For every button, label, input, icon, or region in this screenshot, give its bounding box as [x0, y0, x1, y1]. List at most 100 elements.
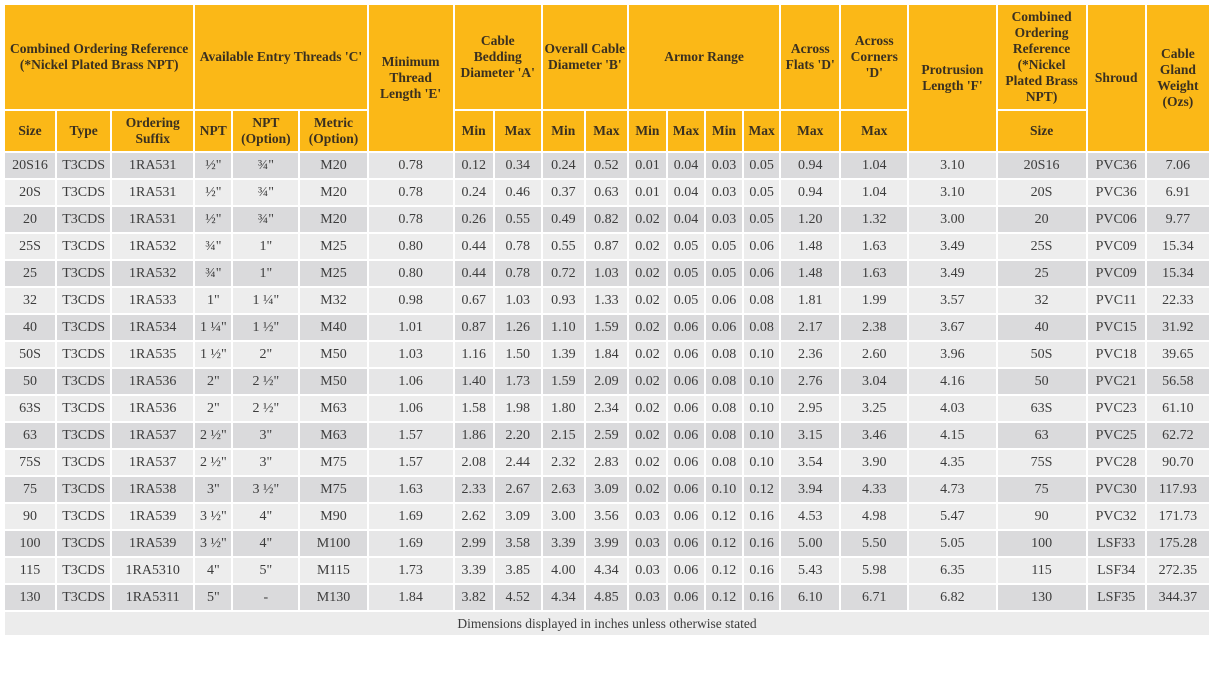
subheader-npt-option: NPT (Option) [231, 109, 301, 153]
table-cell: 0.78 [366, 178, 455, 207]
table-cell: 0.03 [626, 529, 668, 558]
table-cell: 3" [231, 448, 301, 477]
table-cell: 0.02 [626, 448, 668, 477]
table-cell: 1.81 [779, 286, 842, 315]
header-weight: Cable Gland Weight (Ozs) [1144, 3, 1212, 153]
table-cell: 2" [231, 340, 301, 369]
table-cell: 3" [193, 475, 234, 504]
table-cell: 1.63 [839, 259, 910, 288]
table-row: 25 T3CDS 1RA532 ¾" 1" M25 0.80 0.44 0.78 0.72 1.03… [2, 259, 1212, 288]
table-cell: 2.32 [540, 448, 586, 477]
table-cell: 0.06 [665, 367, 707, 396]
table-cell: M32 [298, 286, 369, 315]
table-cell: 7.06 [1144, 151, 1212, 180]
table-cell: LSF33 [1085, 529, 1147, 558]
table-cell: 1.99 [839, 286, 910, 315]
table-cell: 0.06 [665, 340, 707, 369]
table-cell: PVC21 [1085, 367, 1147, 396]
table-cell: T3CDS [55, 421, 113, 450]
cable-gland-spec-table: Combined Ordering Reference (*Nickel Pla… [2, 3, 1212, 637]
table-cell: T3CDS [55, 340, 113, 369]
table-cell: 5.00 [779, 529, 842, 558]
table-cell: 1RA531 [110, 205, 196, 234]
table-cell: 3.10 [907, 151, 998, 180]
header-min-thread: Minimum Thread Length 'E' [366, 3, 455, 153]
table-cell: PVC09 [1085, 259, 1147, 288]
table-cell: 2.08 [452, 448, 495, 477]
table-cell: 2.76 [779, 367, 842, 396]
table-cell: 61.10 [1144, 394, 1212, 423]
table-cell: 0.10 [742, 394, 782, 423]
table-cell: M115 [298, 556, 369, 585]
table-body: 20S16 T3CDS 1RA531 ½" ¾" M20 0.78 0.12 0.34 0.24 0… [2, 151, 1212, 612]
table-cell: 4.00 [540, 556, 586, 585]
table-cell: 0.02 [626, 232, 668, 261]
table-cell: 2.63 [540, 475, 586, 504]
table-cell: 0.02 [626, 340, 668, 369]
table-cell: M75 [298, 448, 369, 477]
table-cell: 0.12 [704, 502, 745, 531]
table-cell: 4.85 [583, 583, 629, 612]
table-row: 115 T3CDS 1RA5310 4" 5" M115 1.73 3.39 3.85 4.00 4… [2, 556, 1212, 585]
table-cell: 0.04 [665, 151, 707, 180]
subheader-max: Max [492, 109, 543, 153]
table-cell: 1 ¼" [193, 313, 234, 342]
table-cell: 0.80 [366, 232, 455, 261]
table-cell: 3 ½" [231, 475, 301, 504]
table-cell: 0.78 [366, 205, 455, 234]
subheader-type: Type [55, 109, 113, 153]
table-cell: M25 [298, 232, 369, 261]
table-cell: 1RA5311 [110, 583, 196, 612]
header-armor-range: Armor Range [626, 3, 782, 111]
table-cell: 1RA531 [110, 178, 196, 207]
table-cell: 90.70 [1144, 448, 1212, 477]
table-cell: 9.77 [1144, 205, 1212, 234]
table-cell: 62.72 [1144, 421, 1212, 450]
table-cell: 63S [2, 394, 58, 423]
table-cell: 90 [2, 502, 58, 531]
table-cell: 2.59 [583, 421, 629, 450]
table-cell: 25 [2, 259, 58, 288]
table-cell: 1.69 [366, 502, 455, 531]
table-cell: 4.33 [839, 475, 910, 504]
table-cell: 4.16 [907, 367, 998, 396]
table-cell: T3CDS [55, 367, 113, 396]
header-combined-ordering: Combined Ordering Reference (*Nickel Pla… [2, 3, 196, 111]
table-cell: 1.04 [839, 178, 910, 207]
table-cell: 0.06 [665, 313, 707, 342]
table-cell: 1RA537 [110, 421, 196, 450]
table-cell: 0.08 [742, 313, 782, 342]
table-cell: 0.05 [742, 178, 782, 207]
header-cable-bedding: Cable Bedding Diameter 'A' [452, 3, 543, 111]
table-cell: 3.15 [779, 421, 842, 450]
table-row: 50S T3CDS 1RA535 1 ½" 2" M50 1.03 1.16 1.50 1.39 1… [2, 340, 1212, 369]
table-cell: T3CDS [55, 178, 113, 207]
table-cell: 0.08 [742, 286, 782, 315]
table-cell: 4" [231, 529, 301, 558]
table-cell: 0.06 [665, 556, 707, 585]
table-cell: 2.44 [492, 448, 543, 477]
table-cell: 4.03 [907, 394, 998, 423]
table-cell: 0.12 [704, 583, 745, 612]
table-cell: 0.24 [452, 178, 495, 207]
table-cell: 63 [2, 421, 58, 450]
table-cell: 0.78 [492, 232, 543, 261]
table-cell: 75S [995, 448, 1088, 477]
table-cell: 20S [995, 178, 1088, 207]
table-cell: 0.87 [583, 232, 629, 261]
table-cell: PVC18 [1085, 340, 1147, 369]
table-cell: 0.12 [452, 151, 495, 180]
table-cell: 1.03 [583, 259, 629, 288]
table-cell: 0.06 [665, 583, 707, 612]
table-cell: 1.69 [366, 529, 455, 558]
table-cell: 0.93 [540, 286, 586, 315]
table-cell: PVC25 [1085, 421, 1147, 450]
table-cell: M100 [298, 529, 369, 558]
table-cell: 40 [995, 313, 1088, 342]
table-cell: 0.12 [704, 529, 745, 558]
table-cell: 100 [995, 529, 1088, 558]
header-protrusion: Protrusion Length 'F' [907, 3, 998, 153]
table-cell: 5.98 [839, 556, 910, 585]
table-cell: 75 [995, 475, 1088, 504]
table-cell: 0.01 [626, 178, 668, 207]
